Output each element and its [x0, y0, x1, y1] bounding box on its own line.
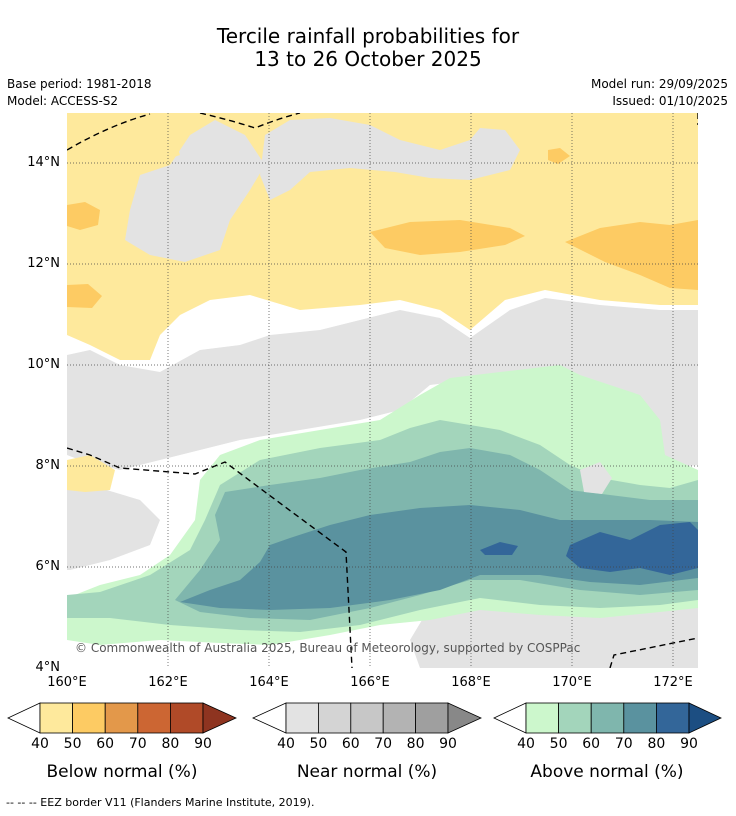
- model-name: Model: ACCESS-S2: [7, 94, 119, 108]
- below-normal-50-patch: [548, 148, 570, 164]
- colorbar-below-tick: 40: [31, 736, 49, 752]
- eez-border: [199, 113, 301, 129]
- colorbar-near-tick: 90: [439, 736, 457, 752]
- colorbar-above-tick: 60: [582, 736, 601, 752]
- colorbar-below-title: Below normal (%): [46, 762, 198, 782]
- colorbar-above-segment: [558, 702, 592, 734]
- map-plot: [67, 113, 698, 668]
- below-normal-50-patch: [565, 220, 698, 290]
- colorbar-above-segment: [656, 702, 690, 734]
- below-normal-50-patch: [67, 202, 100, 230]
- lat-label-12n: 12°N: [27, 256, 60, 271]
- below-normal-40-patch: [110, 138, 180, 165]
- lon-label-164e: 164°E: [249, 675, 289, 690]
- colorbar-near-segment: [317, 702, 352, 734]
- above-normal-80-patch: [480, 542, 518, 555]
- colorbar-near-segment: [382, 702, 417, 734]
- lon-label-168e: 168°E: [451, 675, 491, 690]
- near-normal-40-region: [67, 298, 698, 470]
- colorbar-near-extend: [447, 702, 482, 734]
- map-title-line2: 13 to 26 October 2025: [254, 47, 482, 71]
- above-normal-80-patch: [566, 522, 698, 575]
- colorbar-above-extend: [688, 702, 722, 734]
- colorbar-near-tick: 70: [374, 736, 393, 752]
- lat-label-6n: 6°N: [35, 559, 61, 574]
- lon-label-162e: 162°E: [148, 675, 188, 690]
- colorbar-above-tick: 40: [517, 736, 535, 752]
- colorbar-near-normal: [252, 702, 482, 734]
- colorbar-near-segment: [285, 702, 319, 734]
- colorbar-above-tick: 80: [647, 736, 666, 752]
- colorbar-above-normal: [493, 702, 722, 734]
- lat-label-14n: 14°N: [27, 155, 60, 170]
- lat-label-4n: 4°N: [35, 660, 61, 675]
- colorbar-below-segment: [169, 702, 204, 734]
- colorbar-near-segment: [415, 702, 449, 734]
- above-normal-70-region: [180, 505, 698, 610]
- colorbar-above-tick: 90: [680, 736, 698, 752]
- eez-border: [67, 113, 151, 151]
- near-normal-40-region: [67, 488, 160, 570]
- near-normal-40-patch: [580, 462, 612, 494]
- below-normal-50-patch: [370, 220, 525, 255]
- lon-label-170e: 170°E: [552, 675, 592, 690]
- colorbar-near-title: Near normal (%): [296, 762, 438, 782]
- lon-label-160e: 160°E: [47, 675, 87, 690]
- near-normal-40-patch: [260, 118, 520, 200]
- base-period: Base period: 1981-2018: [7, 77, 152, 91]
- near-normal-40-patch: [125, 120, 265, 262]
- lon-label-172e: 172°E: [653, 675, 693, 690]
- colorbar-below-tick: 60: [96, 736, 115, 752]
- colorbar-near-tick: 80: [406, 736, 425, 752]
- colorbar-near-segment: [350, 702, 384, 734]
- graticule: [67, 113, 698, 668]
- colorbar-above-tick: 50: [549, 736, 568, 752]
- colorbar-below-tick: 70: [128, 736, 147, 752]
- lat-label-10n: 10°N: [27, 357, 60, 372]
- colorbar-below-segment: [39, 702, 73, 734]
- eez-border: [609, 637, 698, 668]
- lon-label-166e: 166°E: [350, 675, 390, 690]
- eez-footnote: -- -- -- EEZ border V11 (Flanders Marine…: [6, 796, 315, 809]
- model-run: Model run: 29/09/2025: [590, 77, 728, 91]
- copyright-notice: © Commonwealth of Australia 2025, Bureau…: [75, 641, 581, 655]
- below-normal-40-patch: [67, 455, 115, 492]
- colorbar-near-tick: 50: [309, 736, 328, 752]
- colorbar-above-segment: [590, 702, 625, 734]
- map-title-line1: Tercile rainfall probabilities for: [216, 24, 520, 48]
- lat-label-8n: 8°N: [35, 458, 61, 473]
- colorbar-below-tick: 90: [194, 736, 212, 752]
- below-normal-50-patch: [67, 284, 102, 308]
- colorbar-below-segment: [137, 702, 171, 734]
- colorbar-above-title: Above normal (%): [530, 762, 684, 782]
- colorbar-below-segment: [72, 702, 106, 734]
- colorbar-near-tick: 40: [277, 736, 295, 752]
- colorbar-near-tick: 60: [341, 736, 360, 752]
- colorbar-below-tick: 80: [161, 736, 180, 752]
- colorbar-above-tick: 70: [614, 736, 633, 752]
- issued-date: Issued: 01/10/2025: [612, 94, 728, 108]
- colorbar-below-normal: [7, 702, 237, 734]
- colorbar-below-extend: [202, 702, 237, 734]
- colorbar-below-tick: 50: [63, 736, 82, 752]
- eez-borders: [67, 113, 698, 668]
- colorbar-above-segment: [623, 702, 657, 734]
- colorbar-below-segment: [104, 702, 139, 734]
- colorbar-above-segment: [525, 702, 559, 734]
